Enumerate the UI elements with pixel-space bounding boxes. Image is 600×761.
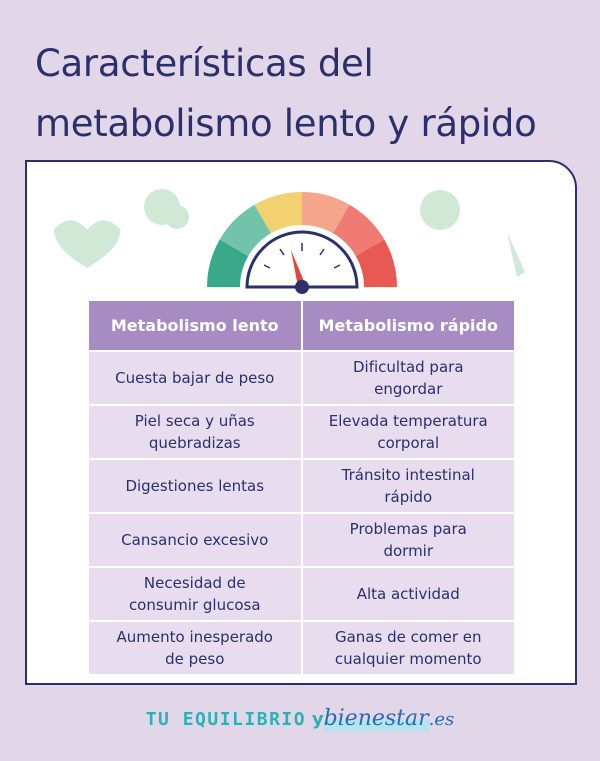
table-row: Aumento inesperado de peso Ganas de comer… [89,620,514,676]
card: Metabolismo lento Metabolismo rápido Cue… [25,160,577,685]
table-row: Cuesta bajar de peso Dificultad para engo… [89,350,514,406]
table-cell: Problemas para dormir [301,512,514,568]
header-cell: Metabolismo lento [89,301,303,351]
table-cell: Aumento inesperado de peso [89,620,303,676]
table-cell: Elevada temperatura corporal [301,404,514,460]
table-cell: Tránsito intestinal rápido [301,458,514,514]
gauge [54,189,525,294]
table-cell: Ganas de comer en cualquier momento [301,620,514,676]
table-cell: Cansancio excesivo [89,512,303,568]
table-row: Cansancio excesivo Problemas para dormir [89,512,514,568]
comparison-table: Metabolismo lento Metabolismo rápido Cue… [89,301,514,676]
brand-connector: y [311,709,324,730]
table-row: Digestiones lentas Tránsito intestinal rá… [89,458,514,514]
title: Características del metabolismo lento y … [35,42,537,145]
brand: TU EQUILIBRIO ybienestar.es [0,706,600,731]
table-cell: Cuesta bajar de peso [89,350,303,406]
brand-suffix: .es [428,709,455,730]
header-cell: Metabolismo rápido [301,301,514,351]
table-cell: Dificultad para engordar [301,350,514,406]
table-row: Necesidad de consumir glucosa Alta activi… [89,566,514,622]
table-row: Piel seca y uñas quebradizas Elevada temp… [89,404,514,460]
table-cell: Alta actividad [301,566,514,622]
brand-name: TU EQUILIBRIO [145,709,307,730]
table-cell: Necesidad de consumir glucosa [89,566,303,622]
table-cell: Piel seca y uñas quebradizas [89,404,303,460]
brand-word: bienestar [323,706,429,731]
table-cell: Digestiones lentas [89,458,303,514]
decor-icons [54,189,525,277]
